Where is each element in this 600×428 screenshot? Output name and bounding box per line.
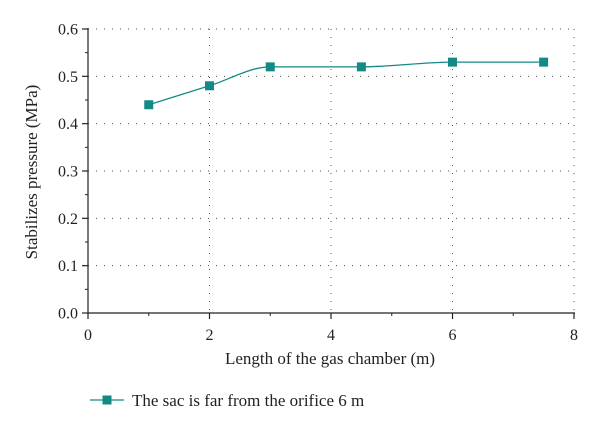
y-tick-label: 0.4 [58, 116, 78, 133]
x-tick-label: 6 [449, 327, 457, 344]
y-tick-label: 0.3 [58, 164, 78, 181]
data-point-marker [144, 100, 154, 110]
y-tick-label: 0.0 [58, 306, 78, 323]
series [144, 57, 549, 110]
y-tick-label: 0.5 [58, 69, 78, 86]
x-tick-label: 2 [206, 327, 214, 344]
legend: The sac is far from the orifice 6 m [90, 391, 364, 410]
x-tick-label: 8 [570, 327, 578, 344]
legend-marker-swatch [102, 395, 112, 405]
y-tick-label: 0.2 [58, 211, 78, 228]
axes [87, 28, 575, 314]
data-point-marker [205, 81, 214, 91]
y-tick-label: 0.1 [58, 258, 78, 275]
data-point-marker [265, 62, 275, 72]
y-tick-label: 0.6 [58, 22, 78, 39]
x-tick-label: 4 [327, 327, 335, 344]
data-point-marker [448, 57, 457, 67]
x-axis-title: Length of the gas chamber (m) [225, 349, 435, 368]
y-axis-title: Stabilizes pressure (MPa) [22, 85, 41, 260]
legend-label: The sac is far from the orifice 6 m [132, 391, 364, 410]
data-point-marker [356, 62, 366, 72]
ticks: 0.0 0.1 0.2 0.3 0.4 0.5 0.6 0 2 4 6 8 [58, 22, 578, 345]
grid [88, 28, 575, 313]
x-tick-label: 0 [84, 327, 92, 344]
data-point-marker [539, 57, 549, 67]
